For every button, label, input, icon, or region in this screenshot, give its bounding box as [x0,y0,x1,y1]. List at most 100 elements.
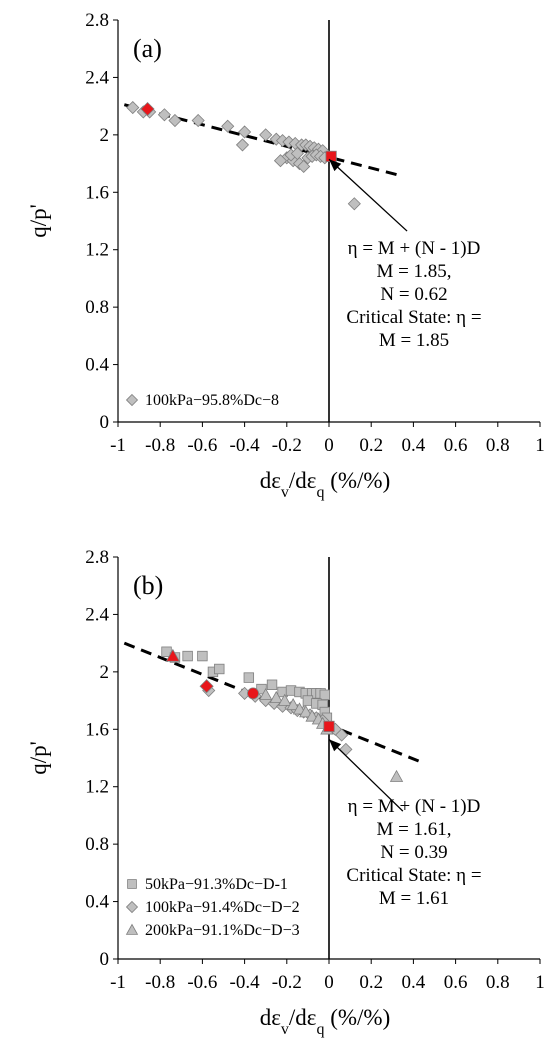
annotation-arrowhead [329,739,342,752]
highlight-point [323,720,335,733]
panel-label: (b) [133,571,163,600]
annotation-arrow [328,738,404,812]
trend-line [123,103,400,177]
series-0 [126,101,361,211]
chart-panel-b: 0 0.4 0.8 1.2 1.6 2 2.4 2.8 -1 -0.8 -0.6 -0.4 -0.2 0 0… [26,547,545,1038]
data-point [290,146,304,161]
data-point [126,101,140,115]
x-tick-label: -0.8 [145,435,175,456]
x-tick-label: -1 [110,435,126,456]
y-axis-label: q/p' [26,741,51,775]
annotation-text: η = M + (N - 1)D [348,238,481,259]
annotation-text: Critical State: η = [346,307,481,328]
annotation-text: N = 0.39 [380,842,447,863]
data-point [243,672,255,683]
x-tick-label: 0.2 [359,435,383,456]
data-point [273,154,288,168]
annotation-text: M = 1.61 [379,888,449,909]
y-tick-label: 1.2 [85,777,109,798]
series-2 [259,688,404,782]
legend-label: 200kPa−91.1%Dc−D−3 [145,922,300,939]
x-tick-label: -0.6 [187,972,217,993]
annotation-text: N = 0.62 [380,284,447,305]
x-axis-label-part: (%/%) [324,1005,390,1030]
y-tick-label: 0.4 [85,355,109,376]
chart-panel-a: 0 0.4 0.8 1.2 1.6 2 2.4 2.8 -1 -0.8 -0.6 -0.4 -0.2 0 0… [26,10,545,501]
x-tick-label: 1 [535,435,545,456]
annotation-arrow [328,158,408,232]
y-tick-label: 0 [100,949,110,970]
x-tick-label: 0.4 [402,972,426,993]
x-axis-label-subscript: v [281,1021,289,1038]
y-tick-label: 0.8 [85,297,109,318]
data-point [286,698,300,711]
x-tick-label: -1 [110,972,126,993]
annotation-arrowhead [329,159,342,172]
legend: 100kPa−95.8%Dc−8 [125,392,279,409]
y-tick-label: 2 [100,125,110,146]
data-point [259,688,273,701]
x-axis-label-subscript: q [316,484,324,501]
series-0 [161,646,333,724]
annotation-text: M = 1.85, [376,261,451,282]
legend-label: 100kPa−91.4%Dc−D−2 [145,899,300,916]
x-tick-label: 0 [324,435,334,456]
x-tick-label: -0.2 [272,435,302,456]
annotation-text: η = M + (N - 1)D [348,796,481,817]
legend-marker [125,900,139,914]
data-point [197,650,208,662]
x-tick-label: -0.4 [230,435,261,456]
legend-label: 100kPa−95.8%Dc−8 [145,392,279,409]
data-point [335,728,349,742]
highlight-point [165,648,181,662]
y-tick-label: 1.2 [85,240,109,261]
panel-label: (a) [133,34,162,63]
x-tick-label: 0.6 [444,435,468,456]
x-axis-label-part: dε [260,1005,281,1030]
data-point [389,769,404,782]
annotation-text: M = 1.61, [376,819,451,840]
annotation-text: Critical State: η = [346,865,481,886]
annotation-text: M = 1.85 [379,330,449,351]
data-point [299,705,313,718]
x-tick-label: -0.6 [187,435,217,456]
y-tick-label: 2 [100,662,110,683]
legend-marker [125,923,139,935]
x-axis-label-part: dε [260,468,281,493]
data-point [182,650,193,662]
x-tick-label: -0.4 [230,972,261,993]
y-tick-label: 2.4 [85,604,109,625]
x-tick-label: -0.2 [272,972,302,993]
data-point [339,742,353,756]
highlight-point [247,687,259,700]
y-axis-label: q/p' [26,204,51,238]
legend: 50kPa−91.3%Dc−D-1 100kPa−91.4%Dc−D−2 200kP… [125,876,300,939]
y-tick-label: 2.4 [85,67,109,88]
y-tick-label: 0.8 [85,834,109,855]
highlight-point [199,679,214,694]
x-tick-label: 1 [535,972,545,993]
x-axis-label-part: /dε [289,1005,317,1030]
data-point [221,119,235,133]
data-point [214,663,225,675]
x-tick-label: 0.6 [444,972,468,993]
data-point [157,108,171,122]
y-tick-label: 0 [100,412,110,433]
x-axis-label: dεv/dεq (%/%) [260,468,391,501]
x-tick-label: 0.8 [486,435,510,456]
x-axis-label-part: /dε [289,468,317,493]
y-tick-label: 1.6 [85,719,109,740]
legend-marker [125,393,139,407]
y-tick-label: 2.8 [85,547,109,568]
y-tick-label: 2.8 [85,10,109,31]
x-tick-label: 0.2 [359,972,383,993]
x-tick-label: 0.8 [486,972,510,993]
data-point [259,128,273,142]
x-tick-label: 0 [324,972,334,993]
data-point [235,138,250,152]
highlight-point [140,101,155,117]
x-axis-label-part: (%/%) [324,468,390,493]
y-tick-label: 0.4 [85,892,109,913]
x-axis-label-subscript: v [281,484,289,501]
